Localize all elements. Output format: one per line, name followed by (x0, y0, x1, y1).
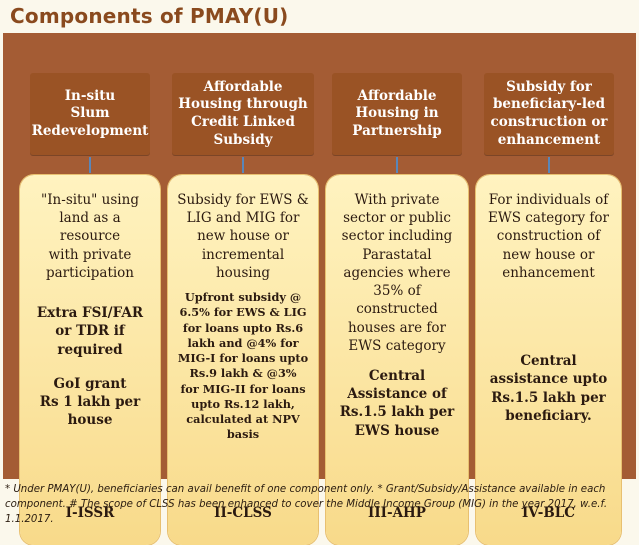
component-heading: Affordable Housing in Partnership (352, 87, 442, 139)
component-heading: Subsidy for beneficiary-led construction… (490, 78, 608, 148)
component-description: Subsidy for EWS & LIG and MIG for new ho… (177, 192, 309, 281)
component-description: "In-situ" using land as a resource with … (41, 192, 139, 281)
component-heading-box: Affordable Housing in Partnership (332, 73, 462, 155)
component-description: For individuals of EWS category for cons… (487, 192, 609, 281)
component-card: "In-situ" using land as a resource with … (20, 175, 160, 545)
connector-line (396, 157, 398, 173)
page-title: Components of PMAY(U) (10, 4, 289, 28)
component-heading-box: Subsidy for beneficiary-led construction… (484, 73, 614, 155)
component-card: With private sector or public sector inc… (326, 175, 468, 545)
component-code: IV-BLC (521, 505, 576, 521)
connector-line (548, 157, 550, 173)
component-code: II-CLSS (214, 505, 272, 521)
component-code: III-AHP (368, 505, 426, 521)
components-panel: In-situ Slum Redevelopment "In-situ" usi… (3, 33, 636, 545)
component-heading-box: Affordable Housing through Credit Linked… (172, 73, 314, 155)
component-benefit: GoI grant Rs 1 lakh per house (39, 375, 141, 429)
component-description: With private sector or public sector inc… (341, 192, 453, 354)
component-code: I-ISSR (65, 505, 115, 521)
component-benefit: Upfront subsidy @ 6.5% for EWS & LIG for… (177, 290, 309, 442)
connector-line (89, 157, 91, 173)
component-benefit: Central assistance upto Rs.1.5 lakh per … (489, 353, 608, 424)
component-heading-box: In-situ Slum Redevelopment (30, 73, 150, 155)
footnote: * Under PMAY(U), beneficiaries can avail… (5, 484, 608, 525)
component-benefit: Central Assistance of Rs.1.5 lakh per EW… (339, 367, 455, 439)
component-card: Subsidy for EWS & LIG and MIG for new ho… (168, 175, 318, 545)
component-benefit: Extra FSI/FAR or TDR if required (36, 305, 144, 358)
component-heading: In-situ Slum Redevelopment (31, 87, 149, 139)
component-card: For individuals of EWS category for cons… (476, 175, 621, 545)
component-heading: Affordable Housing through Credit Linked… (178, 78, 308, 148)
connector-line (242, 157, 244, 173)
